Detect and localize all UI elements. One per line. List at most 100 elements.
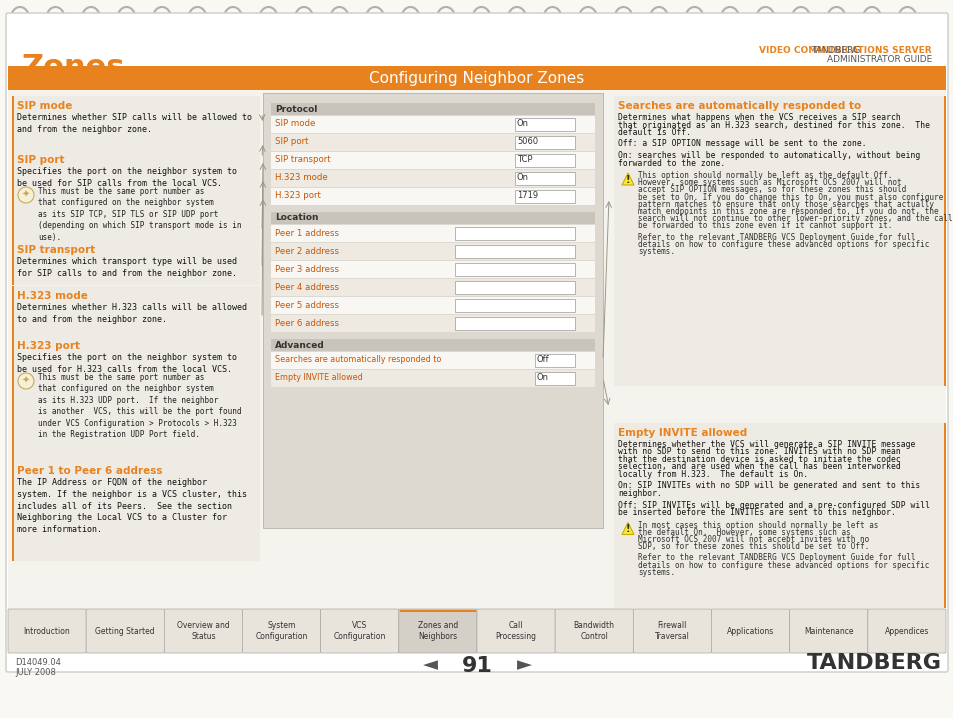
Text: This option should normally be left as the default Off.: This option should normally be left as t… [638,171,891,180]
Bar [535,354,575,367]
Text: H.323 mode: H.323 mode [17,291,88,301]
Text: On: SIP INVITEs with no SDP will be generated and sent to this: On: SIP INVITEs with no SDP will be gene… [618,482,920,490]
Text: be set to On. If you do change this to On, you must also configure: be set to On. If you do change this to O… [638,192,943,202]
Text: D14049.04
JULY 2008: D14049.04 JULY 2008 [15,658,61,677]
Text: Determines which transport type will be used
for SIP calls to and from the neigh: Determines which transport type will be … [17,257,236,278]
Bar [943,423,945,608]
Text: ◄: ◄ [422,655,437,674]
Bar [271,339,595,351]
FancyBboxPatch shape [867,609,945,653]
Text: On: On [517,174,529,182]
Bar [271,370,595,387]
FancyBboxPatch shape [555,609,633,653]
Text: Refer to the relevant TANDBERG VCS Deployment Guide for full: Refer to the relevant TANDBERG VCS Deplo… [638,554,915,562]
Text: Peer 2 address: Peer 2 address [274,246,338,256]
Text: SIP port: SIP port [17,155,65,165]
Bar [12,286,14,336]
Bar [12,286,260,336]
Text: Empty INVITE allowed: Empty INVITE allowed [618,428,746,438]
Text: be forwarded to this zone even if it cannot support it.: be forwarded to this zone even if it can… [638,221,891,230]
FancyBboxPatch shape [476,609,555,653]
Bar [12,240,14,285]
Text: 91: 91 [461,656,492,676]
Text: Searches are automatically responded to: Searches are automatically responded to [274,355,441,365]
Text: with no SDP to send to this zone. INVITES with no SDP mean: with no SDP to send to this zone. INVITE… [618,447,900,457]
Text: Firewall
Traversal: Firewall Traversal [655,621,689,640]
FancyBboxPatch shape [320,609,398,653]
Text: H.323 port: H.323 port [274,192,320,200]
Bar [12,150,260,240]
FancyBboxPatch shape [164,609,242,653]
Bar [12,336,260,461]
Text: TANDBERG: TANDBERG [810,46,859,55]
Bar [455,281,575,294]
Text: Location: Location [274,213,318,223]
Text: Zones: Zones [22,53,126,82]
Bar [12,96,14,151]
Text: be inserted before the INVITEs are sent to this neighbor.: be inserted before the INVITEs are sent … [618,508,895,517]
Text: Peer 3 address: Peer 3 address [274,264,338,274]
Text: On: searches will be responded to automatically, without being: On: searches will be responded to automa… [618,151,920,160]
Bar [271,225,595,242]
Text: Searches are automatically responded to: Searches are automatically responded to [618,101,861,111]
Text: TANDBERG: TANDBERG [806,653,941,673]
FancyBboxPatch shape [6,13,947,672]
Bar [515,172,575,185]
Bar [8,66,945,68]
Polygon shape [621,173,634,185]
FancyBboxPatch shape [398,609,476,653]
FancyBboxPatch shape [86,609,164,653]
Bar [614,96,945,386]
Bar [271,352,595,369]
Bar [12,96,260,151]
Text: pattern matches to ensure that only those searches that actually: pattern matches to ensure that only thos… [638,200,933,209]
Text: However, some systems such as Microsoft OCS 2007 will not: However, some systems such as Microsoft … [638,178,901,187]
Text: System
Configuration: System Configuration [255,621,308,640]
Bar [12,336,14,461]
Text: Microsoft OCS 2007 will not accept invites with no: Microsoft OCS 2007 will not accept invit… [638,535,868,544]
Text: the default On.  However, some systems such as: the default On. However, some systems su… [638,528,850,536]
Text: systems.: systems. [638,568,675,577]
Text: accept SIP OPTION messages, so for these zones this should: accept SIP OPTION messages, so for these… [638,185,905,195]
Bar [12,240,260,285]
Text: Empty INVITE allowed: Empty INVITE allowed [274,373,362,383]
Text: Overview and
Status: Overview and Status [177,621,230,640]
Bar [515,136,575,149]
FancyBboxPatch shape [711,609,789,653]
Bar [515,154,575,167]
Bar [271,170,595,187]
Text: 1719: 1719 [517,192,537,200]
Text: On: On [537,373,548,383]
Text: Call
Processing: Call Processing [495,621,536,640]
Text: SIP mode: SIP mode [274,119,315,129]
Text: VIDEO COMMUNICATIONS SERVER: VIDEO COMMUNICATIONS SERVER [759,46,931,55]
Bar [271,315,595,332]
Text: On: On [517,119,529,129]
Text: The IP Address or FQDN of the neighbor
system. If the neighbor is a VCS cluster,: The IP Address or FQDN of the neighbor s… [17,478,247,534]
Text: match endpoints in this zone are responded to. If you do not, the: match endpoints in this zone are respond… [638,207,938,216]
Text: Bandwidth
Control: Bandwidth Control [573,621,614,640]
Text: details on how to configure these advanced options for specific: details on how to configure these advanc… [638,561,928,569]
Bar [455,317,575,330]
FancyBboxPatch shape [8,609,86,653]
Text: Off: Off [537,355,549,365]
Bar [271,152,595,169]
FancyBboxPatch shape [242,609,320,653]
Text: H.323 mode: H.323 mode [274,174,328,182]
Text: Introduction: Introduction [24,627,71,635]
Bar [271,212,595,224]
Text: ►: ► [516,655,531,674]
Text: systems.: systems. [638,247,675,256]
Text: that the destination device is asked to initiate the codec: that the destination device is asked to … [618,455,900,464]
Bar [455,263,575,276]
Text: ✦: ✦ [22,376,30,386]
Text: TCP: TCP [517,156,532,164]
Bar [515,118,575,131]
Text: Determines whether H.323 calls will be allowed
to and from the neighbor zone.: Determines whether H.323 calls will be a… [17,303,247,324]
Text: selection, and are used when the call has been interworked: selection, and are used when the call ha… [618,462,900,472]
Polygon shape [621,523,634,534]
Text: Determines what happens when the VCS receives a SIP search: Determines what happens when the VCS rec… [618,113,900,122]
Text: Peer 1 to Peer 6 address: Peer 1 to Peer 6 address [17,466,162,476]
Text: details on how to configure these advanced options for specific: details on how to configure these advanc… [638,240,928,249]
Text: locally from H.323.  The default is On.: locally from H.323. The default is On. [618,470,807,479]
